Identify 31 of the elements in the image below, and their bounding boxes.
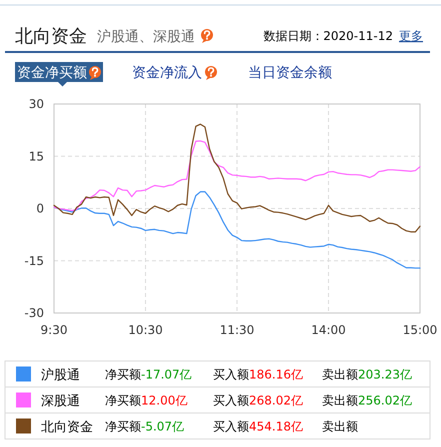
text: 卖出额256.02亿 <box>322 394 412 408</box>
text: 当日资金余额 <box>248 65 332 81</box>
text: 资金净流入 <box>132 65 202 81</box>
x-tick-label: 14:00 <box>311 323 346 337</box>
text: 更多 <box>399 29 423 43</box>
x-tick-label: 11:30 <box>220 323 254 337</box>
y-tick-label: -30 <box>24 306 44 320</box>
text: 资金净买额 <box>17 65 87 81</box>
y-tick-label: 30 <box>28 97 44 111</box>
legend-label: 北向资金 <box>41 420 93 435</box>
text: 净买额-17.07亿 <box>105 368 192 382</box>
text: 买入额454.18亿 <box>213 420 303 434</box>
y-tick-label: -15 <box>24 254 44 268</box>
legend-label: 深股通 <box>41 394 80 409</box>
y-tick-label: 0 <box>36 202 44 216</box>
line-series <box>53 140 421 212</box>
x-tick-label: 15:00 <box>402 323 438 337</box>
chart-title: 北向资金 <box>15 26 87 47</box>
text: 卖出额 <box>322 420 358 434</box>
line-series <box>53 124 421 232</box>
text: 买入额268.02亿 <box>213 394 303 408</box>
text: 数据日期：2020-11-12 <box>263 29 393 43</box>
text: 净买额-5.07亿 <box>105 420 184 434</box>
text: 净买额12.00亿 <box>105 394 188 408</box>
legend-label: 沪股通 <box>41 367 80 383</box>
y-tick-label: 15 <box>28 149 44 164</box>
x-tick-label: 9:30 <box>40 323 68 337</box>
text: 卖出额203.23亿 <box>322 368 412 382</box>
chart-subtitle: 沪股通、深股通 <box>97 29 195 45</box>
x-tick-label: 10:30 <box>128 323 163 337</box>
text: 买入额186.16亿 <box>213 368 303 382</box>
